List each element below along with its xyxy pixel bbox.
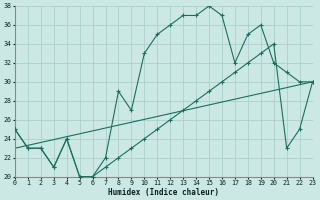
X-axis label: Humidex (Indice chaleur): Humidex (Indice chaleur) bbox=[108, 188, 219, 197]
